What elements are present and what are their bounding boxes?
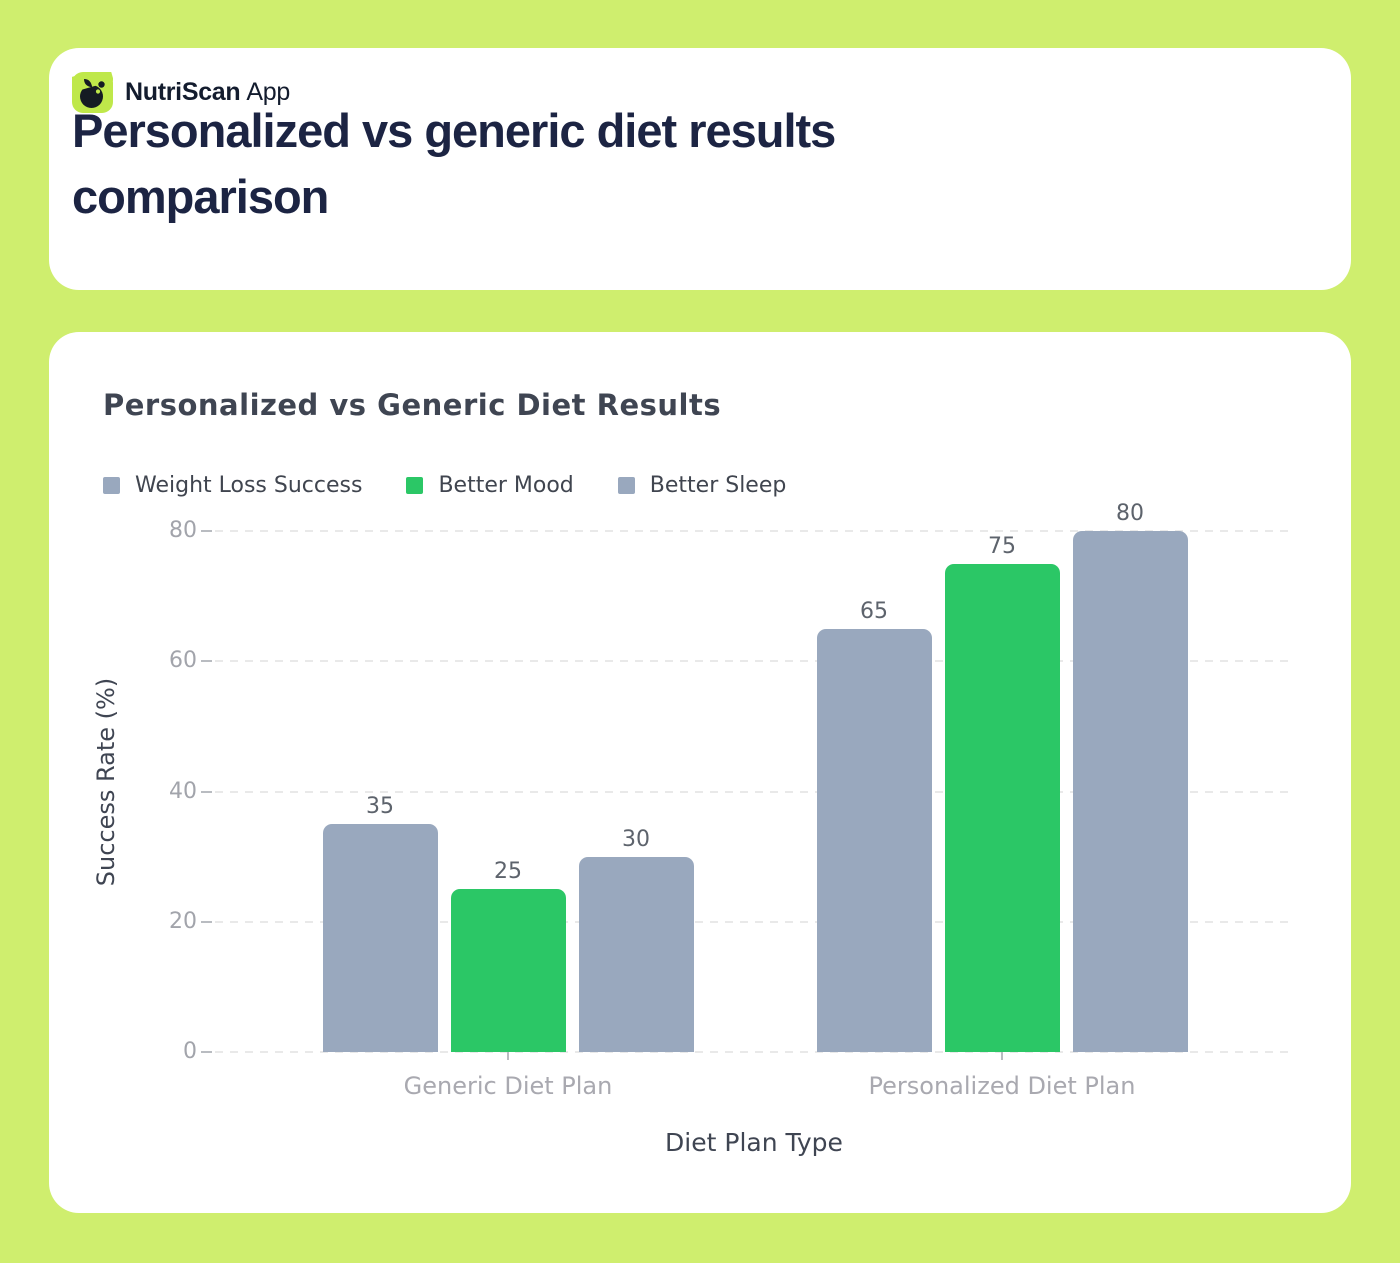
bar-value-label: 25 — [494, 859, 522, 885]
bar-value-label: 80 — [1116, 501, 1144, 526]
nutriscan-logo-icon — [72, 72, 113, 113]
x-tick-mark — [1001, 1052, 1003, 1060]
bar-better-mood — [944, 563, 1060, 1052]
legend-label: Better Mood — [438, 473, 574, 498]
y-tick-mark — [201, 660, 212, 663]
y-tick-mark — [201, 790, 212, 793]
bar-weight-loss-success — [322, 824, 438, 1052]
header-card: NutriScan App Personalized vs generic die… — [49, 48, 1351, 290]
chart-plot-area: 0 20 40 60 80 35 25 30 Generic Diet Plan 65 75 80 Pe… — [49, 332, 1351, 1213]
chart-legend: Weight Loss Success Better Mood Better Sle… — [103, 473, 786, 498]
bar-value-label: 35 — [366, 794, 394, 820]
legend-swatch-gray — [617, 477, 635, 494]
legend-label: Weight Loss Success — [135, 473, 363, 498]
legend-label: Better Sleep — [649, 473, 787, 498]
x-tick-mark — [507, 1052, 509, 1060]
bar-better-sleep — [1072, 531, 1188, 1052]
x-category-label: Personalized Diet Plan — [868, 1072, 1136, 1100]
x-axis-title: Diet Plan Type — [665, 1128, 843, 1157]
y-tick-mark — [201, 920, 212, 923]
gridline-60 — [215, 660, 1293, 663]
y-tick-label: 80 — [169, 518, 197, 543]
legend-item: Weight Loss Success — [103, 473, 362, 498]
gridline-0 — [215, 1051, 1293, 1053]
y-axis-title: Success Rate (%) — [92, 677, 120, 887]
legend-swatch-gray — [103, 477, 120, 494]
legend-swatch-green — [406, 477, 424, 494]
page-title: Personalized vs generic diet results com… — [72, 104, 836, 223]
bar-value-label: 75 — [988, 533, 1016, 559]
y-tick-label: 20 — [169, 908, 197, 934]
y-tick-label: 40 — [169, 778, 197, 804]
bar-better-mood — [450, 889, 566, 1052]
y-tick-mark — [201, 1051, 212, 1053]
y-tick-label: 0 — [183, 1039, 197, 1064]
y-tick-label: 60 — [169, 648, 197, 674]
bar-value-label: 30 — [622, 826, 650, 852]
chart-title: Personalized vs Generic Diet Results — [103, 388, 722, 422]
bar-value-label: 65 — [860, 598, 888, 624]
legend-item: Better Mood — [406, 473, 574, 498]
brand-text: NutriScan App — [125, 78, 290, 107]
gridline-20 — [215, 920, 1293, 923]
bar-better-sleep — [578, 856, 694, 1052]
bar-weight-loss-success — [816, 628, 932, 1052]
x-category-label: Generic Diet Plan — [403, 1072, 613, 1100]
legend-item: Better Sleep — [617, 473, 787, 498]
y-tick-mark — [201, 530, 212, 532]
gridline-80 — [215, 530, 1293, 532]
brand: NutriScan App — [72, 72, 290, 113]
brand-suffix: App — [246, 78, 290, 106]
gridline-40 — [215, 790, 1293, 793]
chart-card: Personalized vs Generic Diet Results Wei… — [49, 332, 1351, 1213]
brand-name: NutriScan — [125, 78, 241, 106]
